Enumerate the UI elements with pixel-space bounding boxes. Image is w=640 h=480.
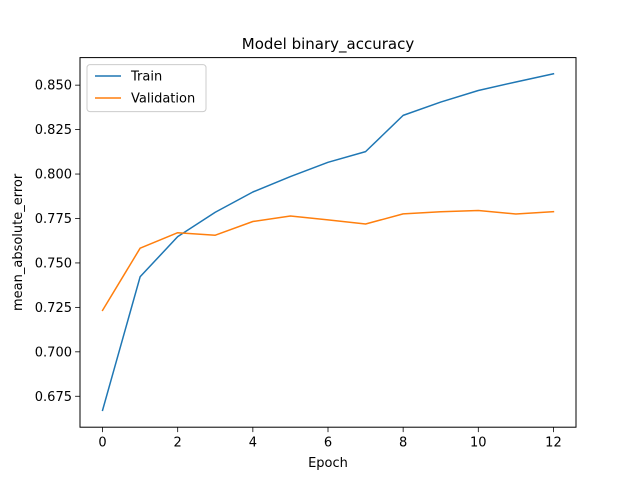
x-tick-label: 0 xyxy=(98,436,106,451)
x-tick-label: 2 xyxy=(174,436,182,451)
y-tick-label: 0.725 xyxy=(35,301,72,316)
y-tick-label: 0.850 xyxy=(35,79,72,94)
x-tick-label: 8 xyxy=(399,436,407,451)
y-tick-label: 0.800 xyxy=(35,168,72,183)
series-line-train xyxy=(101,72,555,412)
plot-frame xyxy=(79,57,577,428)
x-tick-label: 12 xyxy=(545,436,562,451)
y-tick-label: 0.775 xyxy=(35,212,72,227)
y-tick-label: 0.675 xyxy=(35,390,72,405)
y-axis-label: mean_absolute_error xyxy=(11,173,26,311)
chart-title: Model binary_accuracy xyxy=(242,35,415,54)
y-tick-label: 0.700 xyxy=(35,345,72,360)
x-tick-label: 4 xyxy=(249,436,257,451)
legend-label-validation: Validation xyxy=(131,92,195,107)
x-tick-label: 10 xyxy=(470,436,487,451)
tick-layer: 0 2 4 6 8 10 12 0.675 0.700 0.725 0.750 0.775 0.800 0… xyxy=(35,79,562,451)
y-tick-label: 0.825 xyxy=(35,123,72,138)
x-axis-label: Epoch xyxy=(308,456,348,471)
series-line-validation xyxy=(101,209,555,312)
y-tick-label: 0.750 xyxy=(35,256,72,271)
legend: Train Validation xyxy=(86,64,207,113)
x-tick-label: 6 xyxy=(324,436,332,451)
legend-label-train: Train xyxy=(130,70,162,85)
series-layer xyxy=(101,72,555,412)
